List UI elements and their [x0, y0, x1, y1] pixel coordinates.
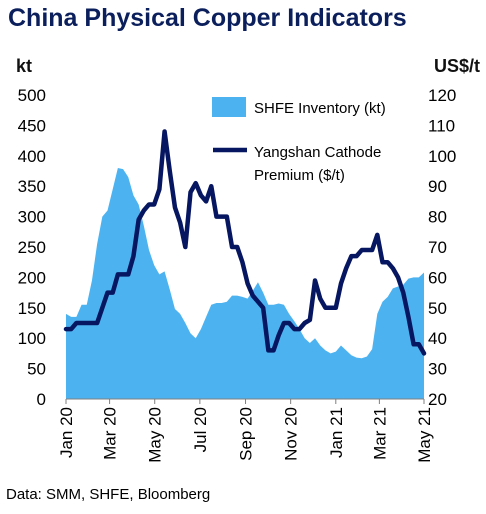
x-tick-label: May 21 [415, 407, 434, 463]
x-tick-label: May 20 [146, 407, 165, 463]
y-left-tick-label: 300 [18, 208, 46, 227]
left-axis-unit: kt [16, 56, 33, 76]
y-left-tick-label: 100 [18, 329, 46, 348]
y-right-tick-label: 120 [428, 86, 456, 105]
y-left-tick-label: 150 [18, 299, 46, 318]
x-tick-label: Jan 21 [327, 407, 346, 458]
y-right-tick-label: 60 [428, 268, 447, 287]
legend-label-premium-line1: Yangshan Cathode [254, 144, 381, 161]
y-left-tick-label: 500 [18, 86, 46, 105]
x-tick-label: Mar 20 [101, 407, 120, 460]
y-right-tick-label: 90 [428, 177, 447, 196]
x-tick-label: Sep 20 [237, 407, 256, 461]
source-note: Data: SMM, SHFE, Bloomberg [6, 486, 211, 503]
right-axis-unit: US$/t [433, 56, 480, 76]
series-area-inventory [66, 167, 424, 399]
y-left-tick-label: 400 [18, 147, 46, 166]
y-left-tick-label: 450 [18, 116, 46, 135]
x-tick-label: Mar 21 [370, 407, 389, 460]
legend-label-inventory: SHFE Inventory (kt) [254, 100, 386, 117]
y-right-tick-label: 100 [428, 147, 456, 166]
x-tick-label: Jul 20 [191, 407, 210, 452]
x-tick-label: Jan 20 [57, 407, 76, 458]
y-right-tick-label: 70 [428, 238, 447, 257]
legend-label-premium-line2: Premium ($/t) [254, 167, 345, 184]
chart-title: China Physical Copper Indicators [8, 4, 407, 32]
y-right-tick-label: 110 [428, 116, 455, 135]
x-tick-label: Nov 20 [282, 407, 301, 461]
y-right-tick-label: 50 [428, 299, 447, 318]
y-right-tick-label: 30 [428, 360, 447, 379]
y-left-tick-label: 50 [27, 360, 46, 379]
series-line-premium [63, 129, 427, 356]
y-left-tick-label: 350 [18, 177, 46, 196]
y-left-tick-label: 250 [18, 238, 46, 257]
legend-swatch-inventory [212, 97, 246, 117]
y-left-tick-label: 200 [18, 268, 46, 287]
y-right-tick-label: 20 [428, 390, 447, 409]
y-left-tick-label: 0 [37, 390, 46, 409]
y-right-tick-label: 40 [428, 329, 447, 348]
y-right-tick-label: 80 [428, 208, 447, 227]
